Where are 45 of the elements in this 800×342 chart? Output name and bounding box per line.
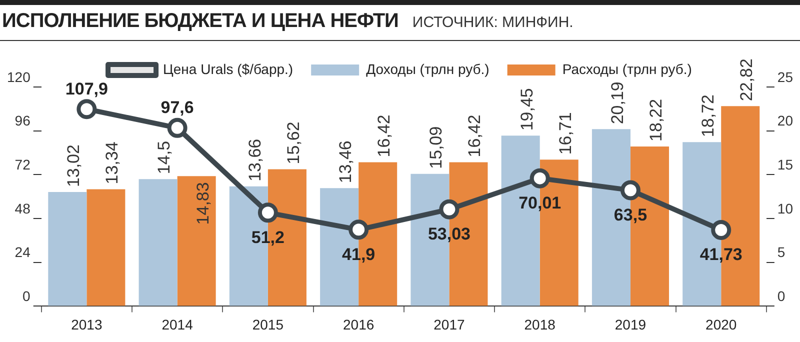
data-label: 19,45	[517, 88, 536, 131]
y-tick-label: 120	[7, 68, 31, 85]
data-label: 70,01	[518, 194, 562, 213]
x-tick-label: 2018	[524, 316, 556, 332]
x-tick-label: 2019	[614, 316, 646, 332]
data-label: 13,46	[336, 140, 356, 184]
y-tick-label: 72	[14, 156, 31, 173]
data-label: 16,42	[374, 114, 394, 158]
y2-tick-label: 5	[777, 244, 786, 260]
x-tick-label: 2014	[162, 316, 194, 332]
x-tick-label: 2017	[434, 316, 465, 332]
legend-label: Доходы (трлн руб.)	[366, 60, 490, 77]
y-tick-label: 96	[14, 112, 31, 129]
data-label: 15,62	[284, 122, 303, 164]
data-label: 16,42	[465, 114, 484, 158]
y2-tick-label: 0	[777, 288, 786, 304]
y2-tick-label: 20	[777, 112, 794, 129]
y2-tick-label: 25	[777, 68, 794, 85]
y-tick-label: 0	[22, 288, 31, 304]
data-label: 14,83	[193, 182, 212, 225]
y-tick-label: 24	[14, 244, 31, 260]
y2-tick-label: 10	[777, 200, 794, 216]
data-label: 20,19	[608, 82, 627, 124]
data-label: 13,02	[64, 144, 84, 188]
data-label: 14,5	[154, 140, 174, 174]
x-tick-label: 2016	[343, 316, 374, 332]
data-label: 13,34	[102, 142, 122, 184]
y2-tick-label: 15	[777, 156, 794, 173]
legend-label: Расходы (трлн руб.)	[562, 60, 692, 77]
x-tick-label: 2020	[706, 316, 737, 332]
data-label: 22,82	[737, 58, 756, 102]
data-label: 16,71	[556, 112, 575, 155]
data-label: 15,09	[426, 126, 446, 169]
data-label: 13,66	[245, 138, 264, 182]
x-tick-label: 2013	[71, 316, 102, 332]
chart-title: ИСПОЛНЕНИЕ БЮДЖЕТА И ЦЕНА НЕФТИ	[2, 10, 398, 33]
data-label: 18,72	[698, 94, 718, 138]
data-label: 18,22	[646, 98, 666, 142]
data-label: 107,9	[65, 79, 108, 98]
data-label: 51,2	[251, 228, 284, 247]
x-tick-label: 2015	[252, 316, 284, 332]
legend-label: Цена Urals ($/барр.)	[163, 60, 294, 77]
data-label: 97,6	[160, 98, 194, 118]
chart-subtitle: ИСТОЧНИК: МИНФИН.	[412, 14, 574, 31]
y-tick-label: 48	[14, 200, 31, 216]
